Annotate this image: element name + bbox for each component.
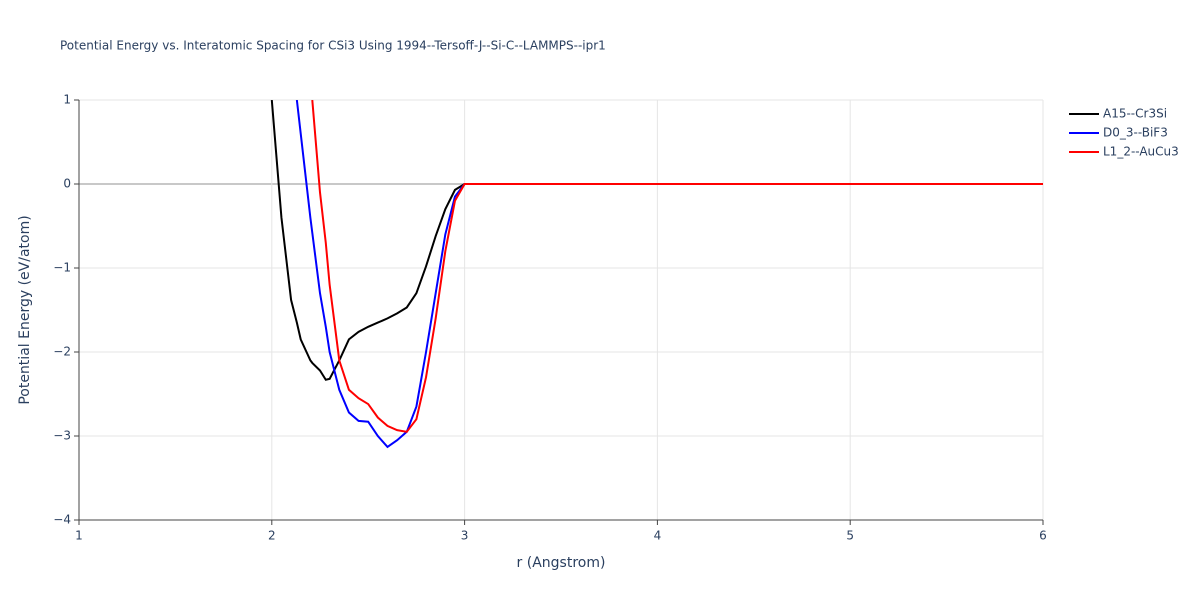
y-tick-label: 0: [63, 177, 71, 191]
series-line: [311, 100, 1043, 433]
x-axis-label: r (Angstrom): [517, 555, 606, 571]
plot-area: [270, 100, 1043, 449]
y-tick-label: −1: [53, 261, 71, 275]
x-tick-label: 4: [654, 529, 662, 543]
x-tick-label: 1: [75, 529, 83, 543]
y-tick-label: −3: [53, 429, 71, 443]
series-line: [270, 100, 1043, 381]
series-line: [295, 100, 1043, 449]
y-tick-label: 1: [63, 93, 71, 107]
x-tick-label: 5: [846, 529, 854, 543]
legend-label: L1_2--AuCu3: [1103, 145, 1179, 159]
y-tick-label: −2: [53, 345, 71, 359]
legend-label: A15--Cr3Si: [1103, 107, 1167, 121]
x-tick-label: 3: [461, 529, 469, 543]
y-tick-label: −4: [53, 513, 71, 527]
x-tick-label: 2: [268, 529, 276, 543]
legend-label: D0_3--BiF3: [1103, 126, 1168, 140]
y-axis-label: Potential Energy (eV/atom): [17, 215, 33, 404]
x-tick-label: 6: [1039, 529, 1047, 543]
chart-title: Potential Energy vs. Interatomic Spacing…: [60, 39, 606, 53]
